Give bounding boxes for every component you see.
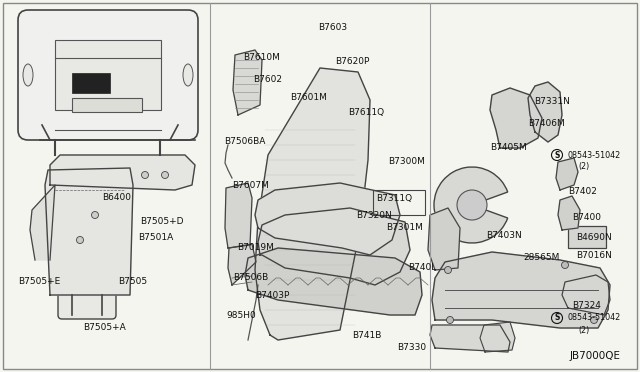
Polygon shape (233, 50, 262, 115)
Circle shape (447, 317, 454, 324)
Text: JB7000QE: JB7000QE (570, 351, 621, 361)
Polygon shape (428, 208, 460, 270)
Text: S: S (554, 314, 560, 323)
Polygon shape (490, 88, 542, 148)
Circle shape (591, 317, 598, 324)
Bar (72, 73, 110, 93)
Polygon shape (432, 252, 610, 328)
Text: 985H0: 985H0 (226, 311, 256, 321)
Text: (2): (2) (578, 326, 589, 334)
Text: B7406M: B7406M (528, 119, 564, 128)
Polygon shape (558, 196, 580, 230)
FancyBboxPatch shape (58, 281, 116, 319)
Text: B7505: B7505 (118, 278, 147, 286)
Text: B7403P: B7403P (255, 292, 289, 301)
Circle shape (457, 190, 487, 220)
Polygon shape (245, 248, 422, 315)
Circle shape (141, 171, 148, 179)
Text: B7601M: B7601M (290, 93, 327, 102)
Text: B7607M: B7607M (232, 180, 269, 189)
Text: B740L: B740L (408, 263, 436, 273)
Polygon shape (430, 325, 510, 352)
Text: B7301M: B7301M (386, 224, 423, 232)
Bar (72, 98, 142, 112)
Polygon shape (228, 244, 256, 285)
Ellipse shape (183, 64, 193, 86)
Text: B7506BA: B7506BA (224, 138, 266, 147)
Text: B7602: B7602 (253, 76, 282, 84)
Polygon shape (258, 208, 410, 285)
Circle shape (77, 237, 83, 244)
Polygon shape (562, 275, 610, 315)
Polygon shape (45, 168, 133, 295)
Polygon shape (225, 183, 252, 248)
Text: B7324: B7324 (572, 301, 601, 310)
Text: B7403N: B7403N (486, 231, 522, 240)
Text: B7405M: B7405M (490, 144, 527, 153)
Text: B7300M: B7300M (388, 157, 425, 167)
Polygon shape (255, 183, 400, 255)
Circle shape (161, 171, 168, 179)
Text: B7501A: B7501A (138, 234, 173, 243)
Text: B7320N: B7320N (356, 211, 392, 219)
Text: B7330: B7330 (397, 343, 426, 353)
Polygon shape (50, 155, 195, 190)
Text: B7610M: B7610M (243, 54, 280, 62)
Text: B7331N: B7331N (534, 97, 570, 106)
Text: B6400: B6400 (102, 193, 131, 202)
Text: B7505+A: B7505+A (83, 324, 125, 333)
Text: B4690N: B4690N (576, 234, 612, 243)
Bar (373, 190, 425, 215)
Wedge shape (434, 167, 508, 243)
Text: S: S (554, 151, 560, 160)
Text: B7505+D: B7505+D (140, 218, 184, 227)
Text: 28565M: 28565M (523, 253, 559, 263)
Text: B7611Q: B7611Q (348, 109, 384, 118)
Polygon shape (30, 185, 55, 260)
Text: (2): (2) (578, 163, 589, 171)
Text: B7620P: B7620P (335, 58, 369, 67)
Text: B7402: B7402 (568, 187, 597, 196)
FancyBboxPatch shape (18, 10, 198, 140)
Polygon shape (528, 82, 562, 142)
Ellipse shape (23, 64, 33, 86)
Circle shape (92, 212, 99, 218)
Text: B7311Q: B7311Q (376, 193, 412, 202)
Circle shape (561, 262, 568, 269)
Text: B7400: B7400 (572, 214, 601, 222)
Polygon shape (255, 68, 370, 340)
Text: B7603: B7603 (318, 23, 347, 32)
Circle shape (445, 266, 451, 273)
Bar (55, 40, 161, 110)
Text: B7506B: B7506B (233, 273, 268, 282)
Polygon shape (556, 158, 578, 190)
Text: 08543-51042: 08543-51042 (567, 151, 620, 160)
Text: B7016N: B7016N (576, 250, 612, 260)
Text: 08543-51042: 08543-51042 (567, 314, 620, 323)
Bar (568, 226, 606, 248)
Polygon shape (480, 322, 515, 352)
Text: B7505+E: B7505+E (18, 278, 60, 286)
Text: B741B: B741B (352, 331, 381, 340)
Text: B7019M: B7019M (237, 244, 274, 253)
